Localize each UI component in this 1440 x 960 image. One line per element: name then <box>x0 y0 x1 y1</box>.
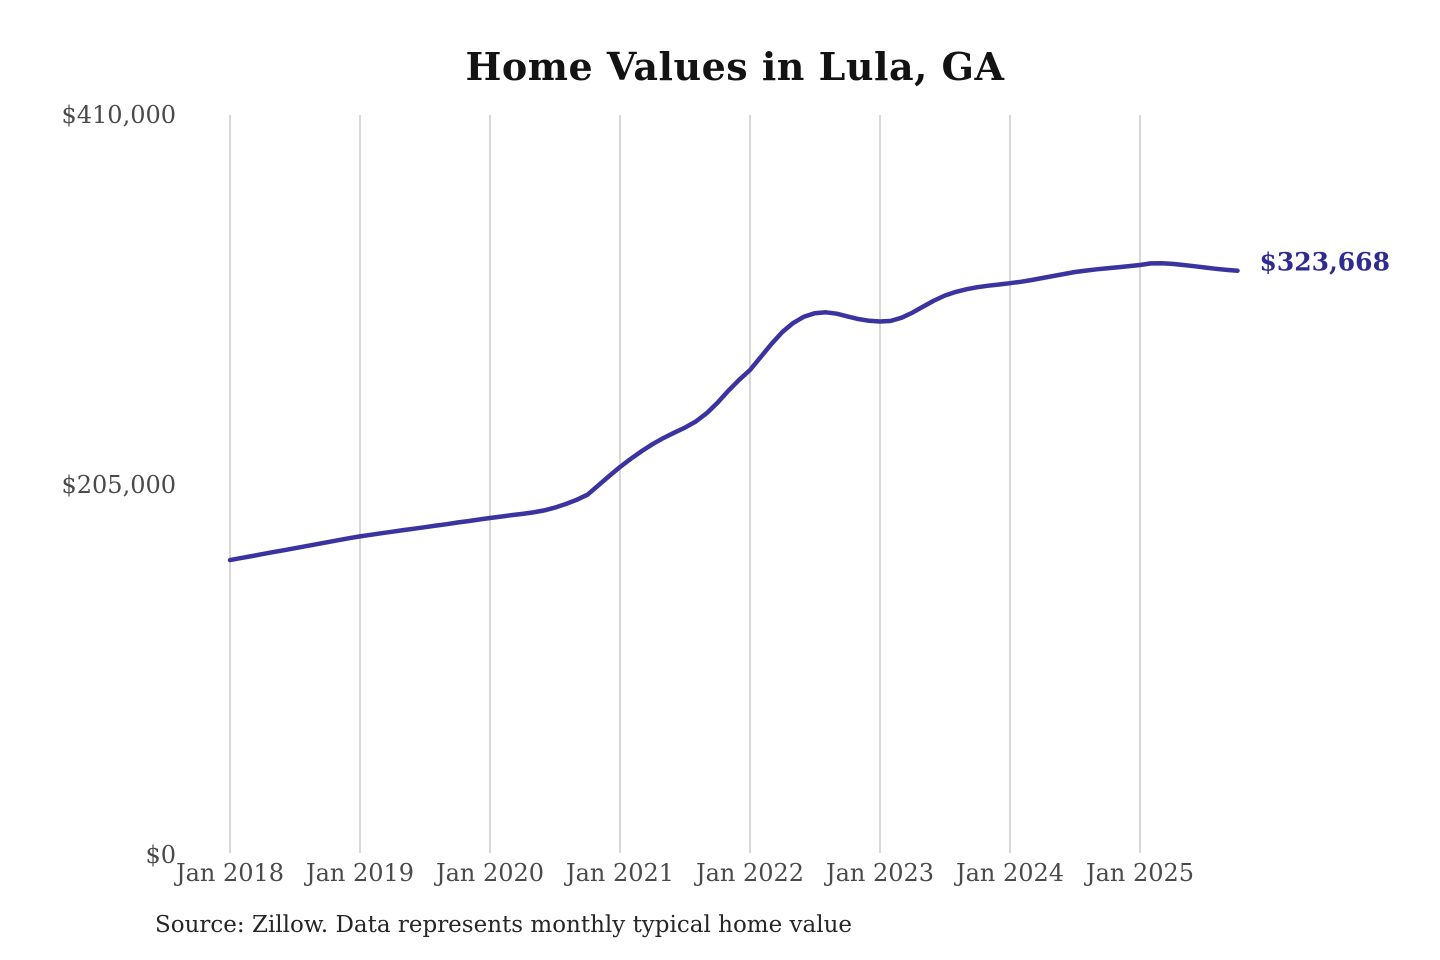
y-tick-label: $410,000 <box>61 101 176 129</box>
latest-value-label: $323,668 <box>1259 247 1390 277</box>
x-tick-label: Jan 2023 <box>825 859 935 887</box>
x-tick-label: Jan 2020 <box>435 859 545 887</box>
source-note: Source: Zillow. Data represents monthly … <box>155 912 853 938</box>
home-value-line <box>227 260 1240 563</box>
x-tick-label: Jan 2024 <box>955 859 1065 887</box>
x-tick-label: Jan 2018 <box>175 859 285 887</box>
gridlines <box>229 115 1141 853</box>
chart-title: Home Values in Lula, GA <box>465 44 1005 89</box>
x-tick-label: Jan 2019 <box>305 859 415 887</box>
y-tick-label: $205,000 <box>61 471 176 499</box>
x-tick-label: Jan 2022 <box>695 859 805 887</box>
x-tick-label: Jan 2025 <box>1085 859 1195 887</box>
x-tick-label: Jan 2021 <box>565 859 675 887</box>
y-tick-label: $0 <box>145 841 176 869</box>
